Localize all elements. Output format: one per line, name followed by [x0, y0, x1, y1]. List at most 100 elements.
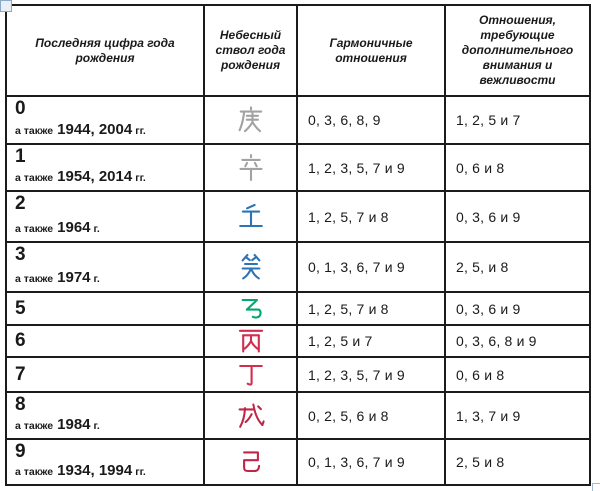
stem-cell	[205, 358, 298, 393]
harmonious-cell: 1, 2, 3, 5, 7 и 9	[298, 358, 446, 393]
also-years-note: а также 1934, 1994 гг.	[15, 462, 203, 479]
stem-bing-icon	[238, 329, 263, 353]
stem-xin-icon	[238, 153, 263, 181]
years-unit-label: г.	[93, 420, 100, 432]
stem-cell	[205, 293, 298, 326]
harmonious-cell-value: 1, 2, 5, 7 и 8	[308, 300, 389, 317]
years-label: 1934, 1994	[57, 462, 133, 479]
attention-cell-value: 1, 3, 7 и 9	[456, 407, 521, 424]
harmonious-cell-value: 1, 2, 5, 7 и 8	[308, 208, 389, 225]
stem-ding-icon	[238, 364, 263, 386]
harmonious-cell: 1, 2, 3, 5, 7 и 9	[298, 145, 446, 192]
years-label: 1944, 2004	[57, 121, 133, 138]
digit-cell: 0 а также 1944, 2004 гг.	[7, 97, 205, 145]
stem-geng-icon	[238, 106, 262, 133]
harmonious-cell: 1, 2, 5, 7 и 8	[298, 293, 446, 326]
digit-cell: 7	[7, 358, 205, 393]
attention-cell: 0, 3, 6 и 9	[446, 192, 591, 243]
attention-cell-value: 0, 3, 6 и 9	[456, 300, 521, 317]
attention-cell: 0, 6 и 8	[446, 358, 591, 393]
header-last-digit: Последняя цифра года рождения	[7, 6, 205, 97]
header-heavenly-stem: Небесный ствол года рождения	[205, 6, 298, 97]
birth-year-digit: 6	[15, 330, 26, 351]
harmonious-cell: 1, 2, 5 и 7	[298, 326, 446, 358]
also-label: а также	[15, 273, 54, 285]
harmonious-cell: 1, 2, 5, 7 и 8	[298, 192, 446, 243]
attention-cell-value: 2, 5, и 8	[456, 259, 509, 275]
stem-ren-icon	[238, 203, 263, 227]
stem-cell	[205, 192, 298, 243]
harmonious-cell: 0, 3, 6, 8, 9	[298, 97, 446, 145]
years-unit-label: г.	[93, 273, 100, 285]
digit-cell: 3 а также 1974 г.	[7, 243, 205, 293]
header-harmonious-label: Гармоничные отношения	[329, 35, 413, 65]
years-unit-label: г.	[93, 223, 100, 235]
stem-cell	[205, 393, 298, 440]
attention-cell-value: 0, 3, 6 и 9	[456, 208, 521, 225]
attention-cell: 0, 3, 6, 8 и 9	[446, 326, 591, 358]
also-label: а также	[15, 420, 54, 432]
stem-ji-icon	[242, 451, 260, 473]
harmonious-cell-value: 0, 1, 3, 6, 7 и 9	[308, 454, 405, 470]
years-label: 1954, 2014	[57, 168, 133, 185]
years-unit-label: гг.	[135, 172, 146, 184]
harmonious-cell: 0, 1, 3, 6, 7 и 9	[298, 243, 446, 293]
attention-cell: 2, 5, и 8	[446, 243, 591, 293]
attention-cell: 1, 3, 7 и 9	[446, 393, 591, 440]
attention-cell-value: 0, 6 и 8	[456, 366, 505, 383]
birth-year-digit: 7	[15, 363, 26, 385]
years-label: 1974	[57, 269, 91, 286]
harmonious-cell-value: 1, 2, 3, 5, 7 и 9	[308, 159, 405, 176]
attention-cell-value: 0, 3, 6, 8 и 9	[456, 333, 537, 349]
harmonious-cell: 0, 2, 5, 6 и 8	[298, 393, 446, 440]
years-label: 1984	[57, 416, 91, 433]
also-years-note: а также 1954, 2014 гг.	[15, 168, 203, 185]
harmonious-cell-value: 1, 2, 3, 5, 7 и 9	[308, 366, 405, 383]
also-label: а также	[15, 466, 54, 478]
also-years-note: а также 1964 г.	[15, 219, 203, 236]
birth-year-digit: 3	[15, 244, 26, 265]
attention-cell: 1, 2, 5 и 7	[446, 97, 591, 145]
harmonious-cell-value: 0, 1, 3, 6, 7 и 9	[308, 259, 405, 275]
years-unit-label: гг.	[135, 466, 146, 478]
harmonious-cell-value: 0, 2, 5, 6 и 8	[308, 407, 389, 424]
birth-year-digit: 0	[15, 98, 26, 119]
birth-year-digit: 5	[15, 297, 26, 319]
also-years-note: а также 1974 г.	[15, 269, 203, 286]
birth-year-digit: 8	[15, 394, 26, 415]
harmonious-cell: 0, 1, 3, 6, 7 и 9	[298, 440, 446, 486]
birth-year-digit: 9	[15, 441, 26, 462]
relations-table: Последняя цифра года рождения Небесный ст…	[5, 4, 591, 486]
stem-cell	[205, 440, 298, 486]
header-attention-label: Отношения, требующие дополнительного вни…	[461, 13, 574, 87]
stem-yi-icon	[241, 298, 262, 319]
digit-cell: 2 а также 1964 г.	[7, 192, 205, 243]
stem-cell	[205, 243, 298, 293]
also-label: а также	[15, 223, 54, 235]
attention-cell-value: 0, 6 и 8	[456, 159, 505, 176]
also-years-note: а также 1944, 2004 гг.	[15, 121, 203, 138]
digit-cell: 6	[7, 326, 205, 358]
digit-cell: 5	[7, 293, 205, 326]
years-unit-label: гг.	[135, 125, 146, 137]
header-attention: Отношения, требующие дополнительного вни…	[446, 6, 591, 97]
birth-year-digit: 2	[15, 193, 26, 214]
also-years-note: а также 1984 г.	[15, 416, 203, 433]
attention-cell-value: 2, 5 и 8	[456, 454, 505, 470]
attention-cell: 0, 6 и 8	[446, 145, 591, 192]
stem-gui-icon	[241, 253, 260, 280]
table-move-handle-icon[interactable]	[0, 0, 12, 12]
stem-cell	[205, 97, 298, 145]
harmonious-cell-value: 0, 3, 6, 8, 9	[308, 112, 381, 128]
attention-cell: 2, 5 и 8	[446, 440, 591, 486]
header-last-digit-label: Последняя цифра года рождения	[35, 35, 175, 65]
harmonious-cell-value: 1, 2, 5 и 7	[308, 333, 373, 349]
header-heavenly-stem-label: Небесный ствол года рождения	[215, 28, 286, 72]
years-label: 1964	[57, 219, 91, 236]
table-resize-handle-icon[interactable]	[592, 483, 600, 491]
also-label: а также	[15, 172, 54, 184]
